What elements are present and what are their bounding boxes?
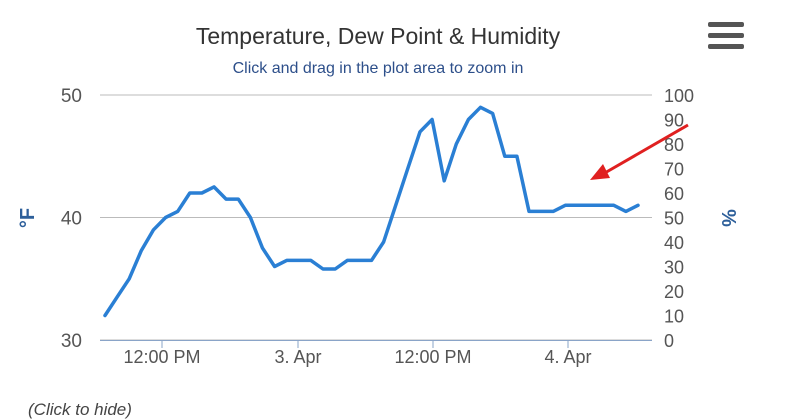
- gridlines: [100, 94, 652, 341]
- right-tick-label-1: 10: [664, 307, 684, 327]
- annotation-arrow: [590, 123, 689, 180]
- left-tick-label-2: 50: [61, 86, 82, 107]
- left-tick-label-1: 40: [61, 209, 82, 230]
- x-axis-ticks: 12:00 PM 3. Apr 12:00 PM 4. Apr: [100, 340, 652, 367]
- left-tick-label-0: 30: [61, 331, 82, 352]
- chart-menu-button[interactable]: [708, 22, 744, 50]
- right-tick-label-7: 70: [664, 160, 684, 180]
- x-tick-label-3: 4. Apr: [544, 347, 591, 367]
- right-axis-title: %: [717, 209, 739, 227]
- x-tick-label-2: 12:00 PM: [394, 347, 471, 367]
- right-tick-label-10: 100: [664, 86, 694, 106]
- left-axis-title: °F: [17, 208, 39, 228]
- series-group[interactable]: [103, 105, 640, 318]
- right-tick-label-6: 60: [664, 184, 684, 204]
- right-axis-ticks: 0 10 20 30 40 50 60 70 80 90 100: [664, 86, 694, 351]
- click-to-hide-hint[interactable]: (Click to hide): [28, 400, 132, 419]
- right-tick-label-2: 20: [664, 282, 684, 302]
- right-tick-label-0: 0: [664, 331, 674, 351]
- x-tick-label-1: 3. Apr: [274, 347, 321, 367]
- right-tick-label-3: 30: [664, 258, 684, 278]
- right-tick-label-8: 80: [664, 135, 684, 155]
- right-tick-label-4: 40: [664, 233, 684, 253]
- right-tick-label-5: 50: [664, 209, 684, 229]
- chart-subtitle: Click and drag in the plot area to zoom …: [233, 60, 524, 77]
- right-tick-label-9: 90: [664, 111, 684, 131]
- x-tick-label-0: 12:00 PM: [123, 347, 200, 367]
- chart-title: Temperature, Dew Point & Humidity: [196, 23, 561, 49]
- series-line-0[interactable]: [103, 105, 640, 318]
- left-axis-ticks: 30 40 50: [61, 86, 82, 352]
